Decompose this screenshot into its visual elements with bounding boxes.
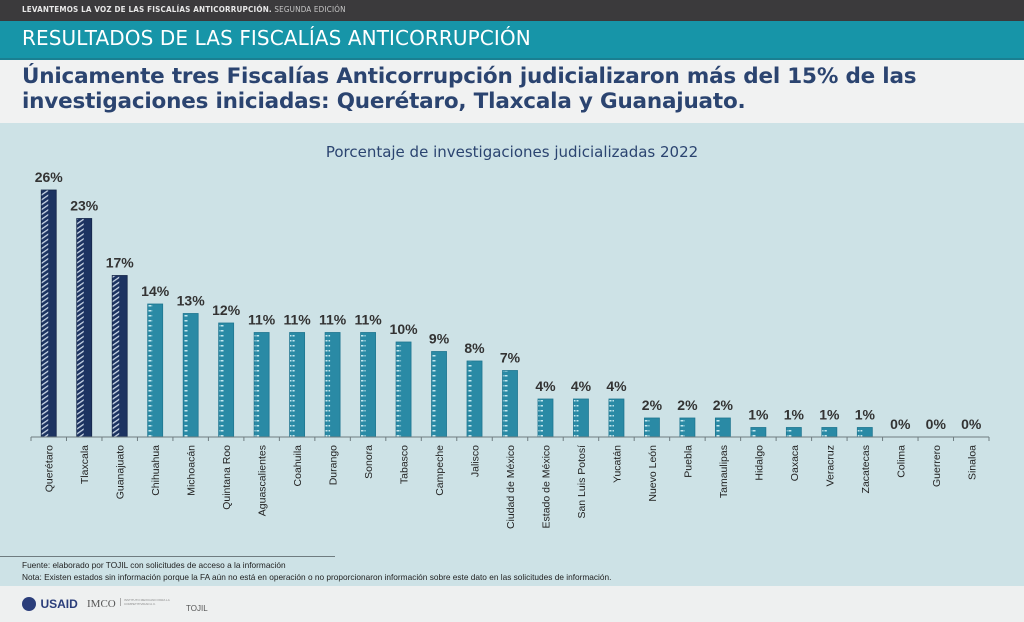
- data-label: 1%: [819, 407, 840, 423]
- bar-fill: [791, 427, 802, 437]
- data-label: 12%: [212, 302, 241, 318]
- data-label: 4%: [606, 378, 627, 394]
- category-label: Guanajuato: [115, 445, 127, 499]
- bar-fill: [507, 370, 518, 437]
- category-label: Querétaro: [44, 445, 56, 492]
- tojil-logo: TOJIL: [186, 604, 208, 613]
- publication-title: LEVANTEMOS LA VOZ DE LAS FISCALÍAS ANTIC…: [22, 5, 346, 14]
- bar-fill: [755, 427, 766, 437]
- bar-chart: 26% Querétaro 23% Tlaxcala 17% Guanajuato 14% C…: [30, 169, 990, 529]
- bar-fill: [119, 275, 128, 437]
- bar-fill: [826, 427, 837, 437]
- headline-line2: investigaciones iniciadas: Querétaro, Tl…: [22, 89, 746, 114]
- category-label: Durango: [328, 445, 340, 485]
- chart-title: Porcentaje de investigaciones judicializ…: [325, 143, 699, 161]
- data-label: 2%: [642, 397, 663, 413]
- data-label: 13%: [177, 293, 206, 309]
- bar-fill: [259, 332, 270, 437]
- bar-fill: [152, 304, 163, 437]
- category-label: Ciudad de México: [505, 445, 517, 529]
- headline-line1: Únicamente tres Fiscalías Anticorrupción…: [22, 64, 917, 89]
- imco-subtitle: INSTITUTO MEXICANO PARA LA COMPETITIVIDA…: [120, 598, 184, 606]
- source-note: Fuente: elaborado por TOJIL con solicitu…: [22, 560, 286, 570]
- footer: USAID IMCO INSTITUTO MEXICANO PARA LA CO…: [0, 586, 1024, 622]
- category-label: Quintana Roo: [221, 445, 233, 510]
- headline: Únicamente tres Fiscalías Anticorrupción…: [0, 60, 1024, 123]
- bar-fill: [188, 313, 199, 437]
- bar-fill: [330, 332, 341, 437]
- bar-fill: [436, 351, 447, 437]
- category-label: Yucatán: [611, 445, 623, 483]
- bar-fill: [578, 399, 589, 437]
- top-bar: LEVANTEMOS LA VOZ DE LAS FISCALÍAS ANTIC…: [0, 0, 1024, 21]
- data-label: 23%: [70, 198, 99, 214]
- category-label: Oaxaca: [789, 445, 801, 481]
- bar-fill: [720, 418, 731, 437]
- data-label: 11%: [319, 312, 347, 328]
- section-band: RESULTADOS DE LAS FISCALÍAS ANTICORRUPCI…: [0, 21, 1024, 60]
- data-label: 0%: [926, 416, 947, 432]
- data-label: 10%: [390, 321, 419, 337]
- data-label: 4%: [571, 378, 592, 394]
- bar-fill: [401, 342, 412, 437]
- category-label: Veracruz: [824, 445, 836, 486]
- bar-fill: [684, 418, 695, 437]
- data-label: 0%: [890, 416, 911, 432]
- bar-fill: [223, 323, 234, 437]
- footnote: Nota: Existen estados sin información po…: [22, 572, 612, 582]
- category-label: Michoacán: [186, 445, 198, 496]
- category-label: San Luis Potosí: [576, 445, 588, 519]
- data-label: 11%: [283, 312, 311, 328]
- category-label: Nuevo León: [647, 445, 659, 502]
- category-label: Campeche: [434, 445, 446, 496]
- data-label: 14%: [141, 283, 170, 299]
- bar-fill: [365, 332, 376, 437]
- category-label: Tamaulipas: [718, 445, 730, 498]
- data-label: 0%: [961, 416, 982, 432]
- category-label: Sinaloa: [966, 445, 978, 480]
- bar-fill: [542, 399, 553, 437]
- data-label: 26%: [35, 169, 64, 185]
- data-label: 8%: [464, 340, 485, 356]
- category-label: Puebla: [682, 445, 694, 478]
- imco-logo: IMCO: [87, 598, 116, 610]
- section-title: RESULTADOS DE LAS FISCALÍAS ANTICORRUPCI…: [22, 26, 531, 50]
- category-label: Colima: [895, 445, 907, 478]
- usaid-logo: USAID: [22, 595, 78, 613]
- category-label: Chihuahua: [150, 445, 162, 496]
- category-label: Guerrero: [931, 445, 943, 487]
- category-label: Estado de México: [540, 445, 552, 529]
- data-label: 1%: [855, 407, 876, 423]
- bar-fill: [472, 361, 483, 437]
- data-label: 1%: [784, 407, 805, 423]
- category-label: Aguascalientes: [257, 445, 269, 516]
- data-label: 7%: [500, 350, 521, 366]
- category-label: Jalisco: [470, 445, 482, 477]
- data-label: 11%: [354, 312, 382, 328]
- category-label: Tabasco: [399, 445, 411, 484]
- bar-fill: [83, 218, 92, 437]
- data-label: 2%: [677, 397, 698, 413]
- chart-area: [0, 123, 1024, 586]
- bar-fill: [649, 418, 660, 437]
- bar-fill: [862, 427, 873, 437]
- category-label: Coahuila: [292, 445, 304, 487]
- data-label: 17%: [106, 255, 135, 271]
- bar-fill: [48, 190, 57, 437]
- category-label: Hidalgo: [753, 445, 765, 481]
- bar-fill: [613, 399, 624, 437]
- data-label: 1%: [748, 407, 769, 423]
- data-label: 9%: [429, 331, 450, 347]
- data-label: 2%: [713, 397, 734, 413]
- usaid-seal-icon: [22, 596, 36, 611]
- bar-fill: [294, 332, 305, 437]
- category-label: Tlaxcala: [79, 445, 91, 484]
- notes-separator: [0, 556, 335, 557]
- category-label: Zacatecas: [860, 445, 872, 493]
- data-label: 11%: [248, 312, 276, 328]
- data-label: 4%: [535, 378, 556, 394]
- category-label: Sonora: [363, 445, 375, 479]
